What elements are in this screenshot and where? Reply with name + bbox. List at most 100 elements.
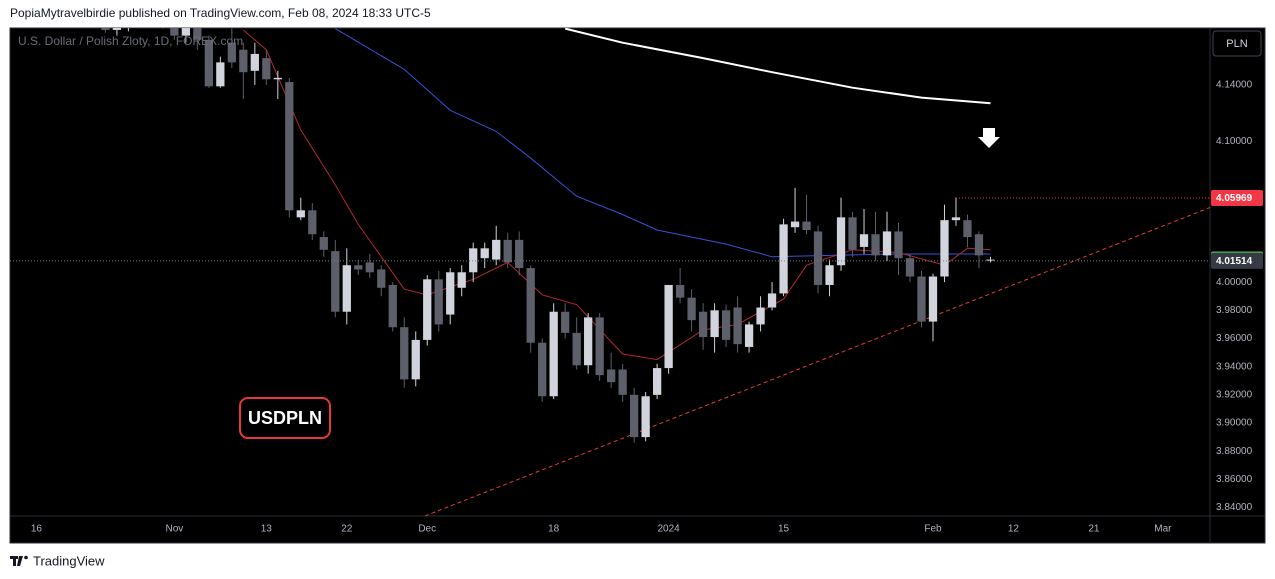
candle-body: [285, 82, 294, 211]
candle-body: [951, 217, 961, 221]
candle-body: [354, 265, 363, 270]
symbol-legend: U.S. Dollar / Polish Zloty, 1D, FOREX.co…: [18, 34, 243, 48]
candle-body: [561, 311, 570, 333]
candle-body: [377, 269, 386, 288]
candle-body: [193, 28, 202, 40]
candle-body: [112, 28, 122, 30]
candle-body: [469, 248, 478, 273]
candle-body: [733, 307, 742, 345]
candle-body: [538, 342, 547, 397]
candle-body: [262, 58, 271, 80]
candle-body: [204, 39, 213, 87]
y-tick-label: 3.90000: [1216, 418, 1253, 429]
candle-body: [572, 332, 581, 366]
candle-body: [492, 239, 501, 260]
x-tick-label: 21: [1088, 524, 1100, 535]
candle-body: [917, 276, 926, 322]
y-tick-label: 3.84000: [1216, 502, 1253, 513]
candle-body: [882, 231, 892, 256]
y-tick-label: 3.94000: [1216, 361, 1253, 372]
candle-body: [446, 272, 455, 315]
x-tick-label: 18: [548, 524, 560, 535]
y-tick-label: 3.88000: [1216, 446, 1253, 457]
moving-average: [564, 28, 991, 105]
candle-body: [986, 259, 995, 261]
candle-body: [227, 42, 236, 63]
candle-body: [607, 369, 616, 383]
x-tick-label: Mar: [1154, 524, 1172, 535]
moving-average: [335, 28, 991, 258]
candle-body: [802, 221, 811, 231]
candle-body: [974, 234, 984, 256]
x-tick-label: Dec: [418, 524, 436, 535]
brand-logo: [10, 555, 28, 566]
price-tag-label: 4.05969: [1216, 193, 1253, 204]
candle-body: [411, 339, 420, 380]
currency-button[interactable]: [1212, 30, 1262, 57]
candle-body: [342, 265, 351, 312]
candle-body: [963, 220, 972, 238]
candle-body: [710, 310, 719, 338]
candle-body: [767, 293, 777, 308]
candle-body: [687, 297, 696, 321]
candle-body: [319, 237, 328, 250]
y-tick-label: 3.96000: [1216, 333, 1253, 344]
x-tick-label: Feb: [924, 524, 942, 535]
candle-body: [871, 234, 880, 256]
candle-body: [170, 28, 179, 36]
y-tick-label: 3.86000: [1216, 474, 1253, 485]
candle-body: [480, 248, 489, 259]
candle-body: [400, 327, 409, 380]
x-tick-label: Nov: [165, 524, 183, 535]
brand-name: TradingView: [33, 553, 105, 568]
publish-header: PopiaMytravelbirdie published on Trading…: [10, 6, 431, 20]
candle-body: [675, 284, 685, 298]
x-tick-label: 2024: [657, 524, 680, 535]
candle-body: [388, 284, 397, 328]
candle-body: [434, 279, 443, 325]
candle-body: [836, 217, 846, 266]
candle-body: [216, 62, 225, 87]
y-tick-label: 4.10000: [1216, 136, 1253, 147]
x-tick-label: 22: [341, 524, 353, 535]
candle-body: [457, 272, 466, 288]
candle-body: [790, 221, 800, 228]
candle-body: [630, 394, 639, 438]
plot-area: [10, 28, 1210, 516]
currency-label[interactable]: PLN: [1226, 38, 1247, 50]
candle-body: [652, 368, 662, 395]
candle-body: [928, 276, 938, 322]
candle-body: [618, 369, 627, 395]
candle-body: [239, 49, 248, 73]
x-tick-label: 13: [261, 524, 273, 535]
chart-panel: [9, 27, 1266, 544]
y-tick-label: 3.98000: [1216, 305, 1253, 316]
candle-body: [813, 231, 823, 285]
candle-body: [721, 310, 731, 340]
candle-body: [825, 265, 834, 285]
candle-body: [296, 210, 305, 218]
price-tag-label: 4.01514: [1216, 256, 1253, 267]
y-tick-label: 4.00000: [1216, 277, 1253, 288]
candle-body: [744, 324, 754, 347]
y-tick-label: 3.92000: [1216, 389, 1253, 400]
price-tag: [1211, 252, 1263, 269]
candle-body: [101, 28, 110, 30]
annotation-text: USDPLN: [248, 408, 322, 428]
candle-body: [641, 396, 650, 438]
candle-body: [515, 239, 524, 269]
candle-body: [365, 262, 374, 273]
candle-body: [905, 258, 915, 277]
candle-body: [698, 311, 708, 338]
candle-body: [250, 53, 259, 71]
candle-body: [503, 239, 512, 263]
candle-body: [664, 284, 673, 369]
candle-body: [859, 234, 869, 247]
candle-body: [756, 307, 765, 325]
annotation-box: [239, 397, 331, 439]
x-tick-label: 15: [778, 524, 790, 535]
x-tick-label: 12: [1008, 524, 1020, 535]
candle-body: [940, 220, 949, 277]
candle-body: [549, 311, 558, 397]
